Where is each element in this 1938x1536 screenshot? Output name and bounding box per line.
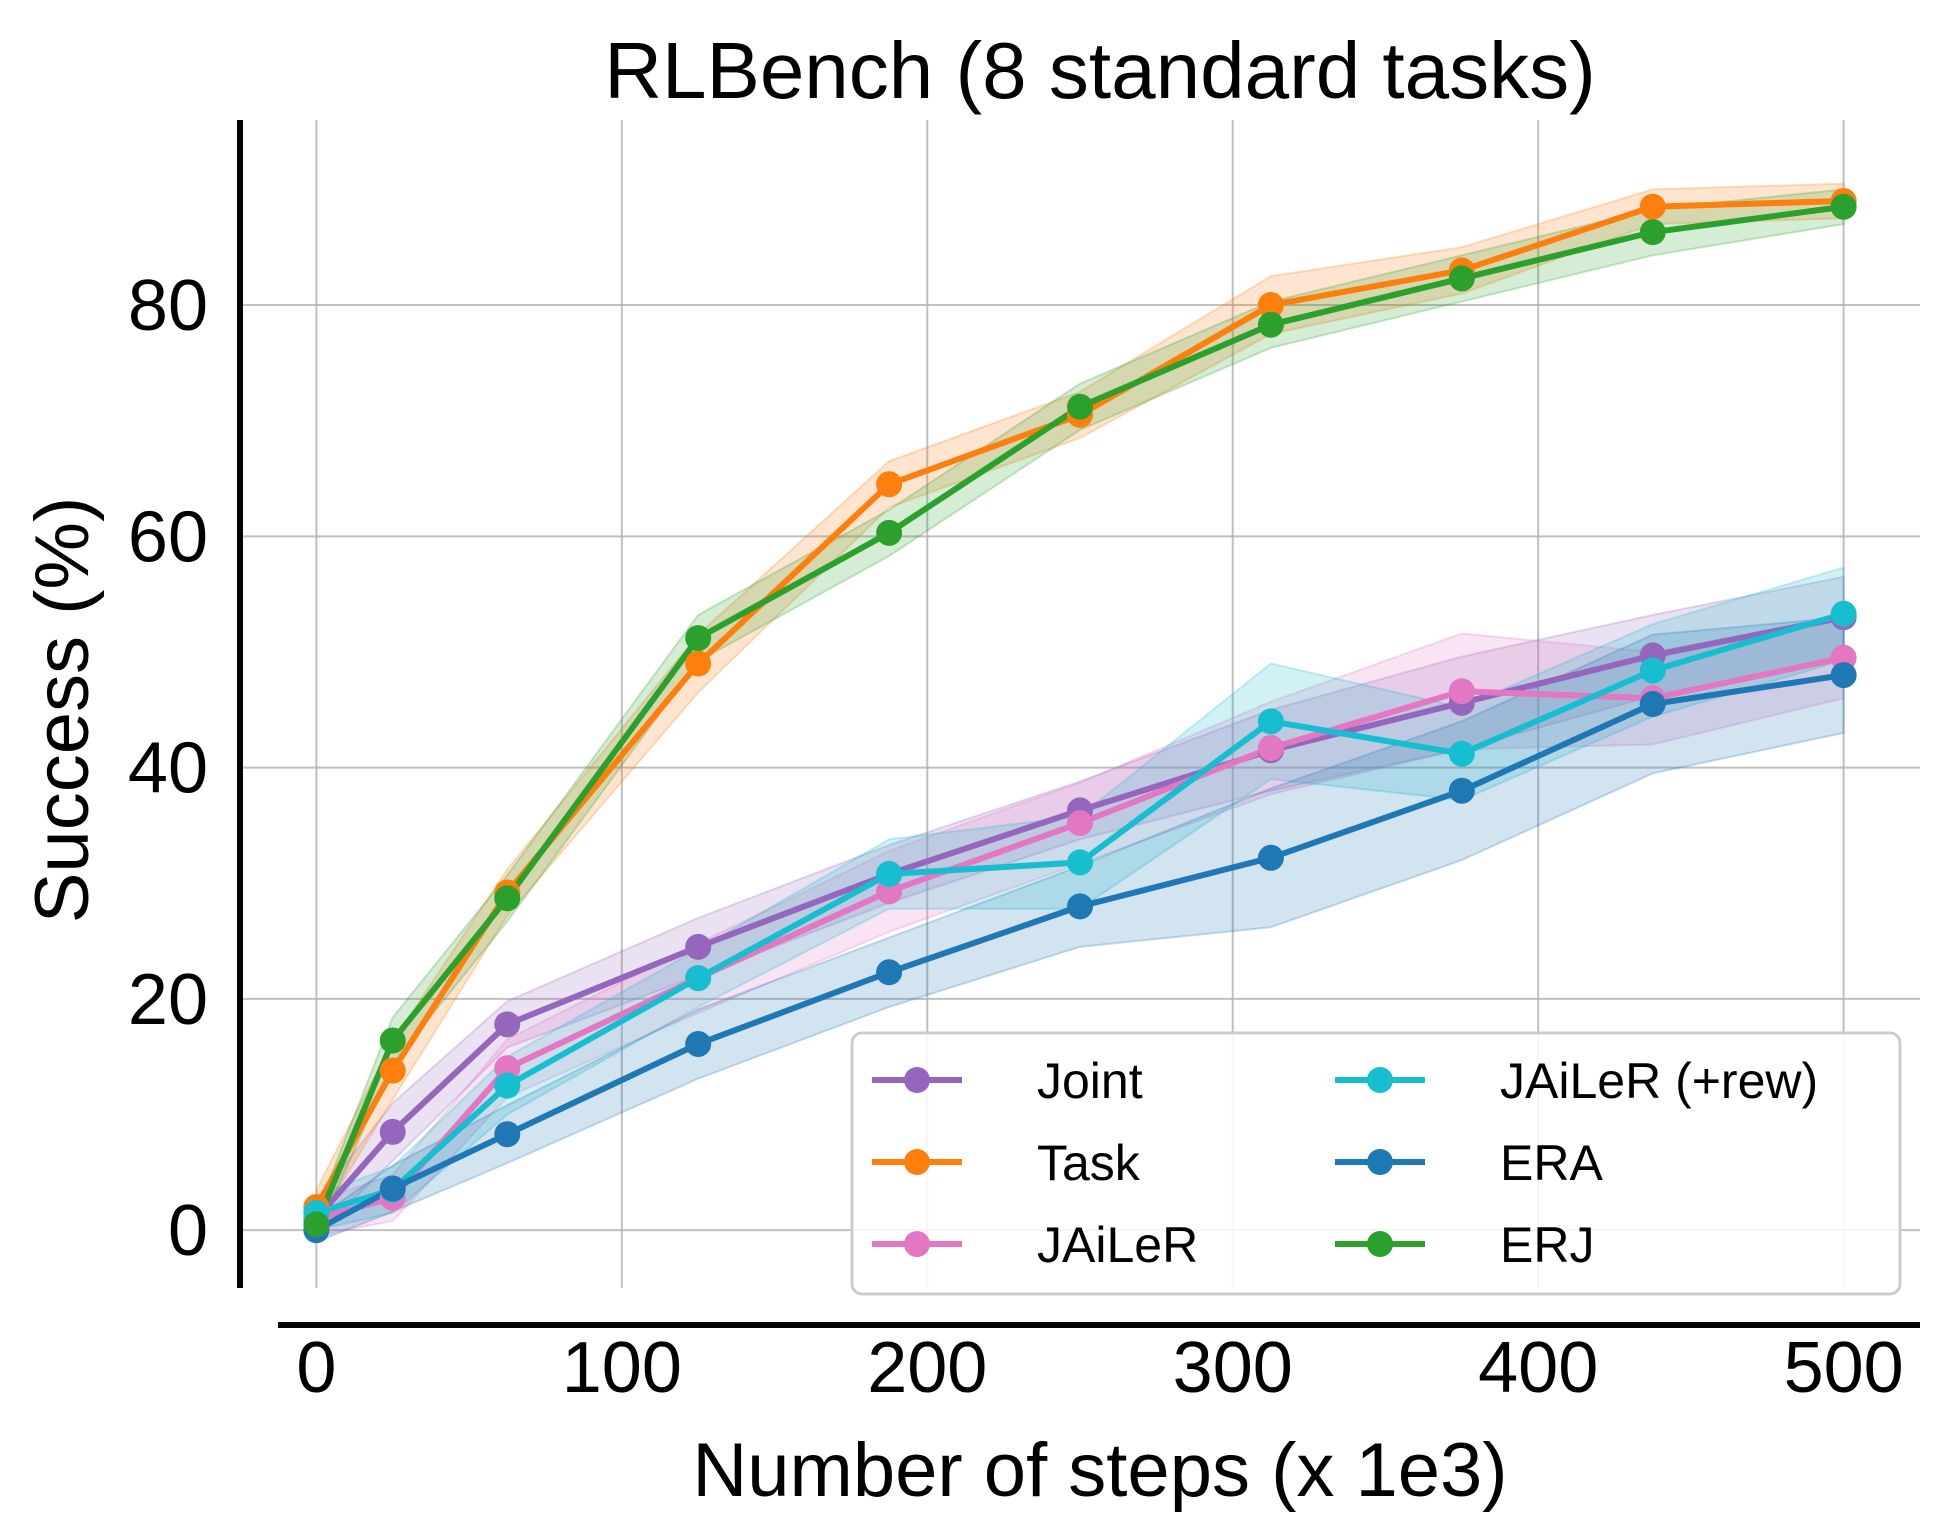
point-era [876, 959, 903, 986]
point-joint [494, 1011, 521, 1038]
series-lines [313, 197, 1845, 1233]
x-tick-label: 200 [867, 1328, 987, 1408]
legend-label-task: Task [1037, 1135, 1141, 1191]
legend-label-era: ERA [1500, 1135, 1603, 1191]
y-tick-label: 40 [128, 729, 208, 809]
point-era [1639, 691, 1666, 717]
point-erj [1448, 265, 1475, 292]
y-tick-label: 60 [128, 497, 208, 577]
point-jailer-rew [685, 965, 712, 992]
line-task [313, 197, 1844, 1209]
x-tick-label: 300 [1173, 1328, 1293, 1408]
x-tick-labels: 0 100 200 300 400 500 [296, 1328, 1903, 1408]
y-axis-label: Success (%) [20, 497, 105, 924]
point-erj [494, 885, 521, 912]
point-task [685, 650, 712, 677]
legend-label-jailer-rew: JAiLeR (+rew) [1500, 1053, 1818, 1109]
legend-marker-jailer [904, 1231, 930, 1257]
x-tick-label: 400 [1478, 1328, 1598, 1408]
y-tick-label: 0 [168, 1191, 208, 1271]
point-era [1448, 777, 1475, 804]
point-jailer-rew [1639, 657, 1666, 684]
x-tick-label: 500 [1784, 1328, 1904, 1408]
line-jailer [315, 654, 1845, 1222]
x-tick-label: 0 [296, 1328, 336, 1408]
point-erj [303, 1211, 330, 1238]
point-jailer-rew [1448, 740, 1475, 767]
point-erj [685, 625, 712, 652]
legend-marker-era [1367, 1149, 1393, 1175]
grid-lines [240, 120, 1920, 1288]
line-joint [314, 614, 1845, 1221]
point-jailer-rew [1257, 708, 1284, 735]
legend-marker-jailer-rew [1367, 1067, 1393, 1093]
point-task [876, 471, 903, 498]
x-tick-label: 100 [562, 1328, 682, 1408]
point-jailer-rew [1830, 600, 1857, 627]
band-jailer [315, 616, 1845, 1238]
y-tick-labels: 0 20 40 60 80 [128, 266, 208, 1271]
point-joint [685, 933, 712, 960]
x-axis-label: Number of steps (x 1e3) [692, 1428, 1507, 1513]
band-era [315, 616, 1845, 1244]
legend-label-erj: ERJ [1500, 1217, 1594, 1273]
point-joint [379, 1118, 406, 1145]
point-era [494, 1121, 521, 1148]
legend-label-jailer: JAiLeR [1037, 1217, 1198, 1273]
point-era [379, 1175, 406, 1202]
point-erj [1639, 219, 1666, 246]
point-erj [1830, 193, 1857, 220]
point-jailer-rew [1067, 849, 1093, 876]
point-jailer [1067, 810, 1093, 837]
line-jailer-rew [315, 610, 1845, 1216]
point-era [1830, 662, 1857, 689]
legend: Joint Task JAiLeR JAiLeR (+rew) ERA ERJ [850, 1031, 1902, 1296]
series-markers [303, 187, 1857, 1244]
point-erj [876, 519, 903, 546]
point-erj [379, 1027, 406, 1054]
point-era [685, 1030, 712, 1057]
chart-title: RLBench (8 standard tasks) [604, 26, 1596, 115]
legend-marker-erj [1367, 1231, 1393, 1257]
legend-marker-task [904, 1149, 930, 1175]
legend-marker-joint [904, 1067, 930, 1093]
point-erj [1257, 311, 1284, 338]
legend-label-joint: Joint [1037, 1053, 1143, 1109]
y-tick-label: 80 [128, 266, 208, 346]
point-jailer [1257, 734, 1284, 761]
point-jailer-rew [494, 1072, 521, 1099]
point-jailer-rew [876, 860, 903, 887]
point-era [1067, 893, 1093, 920]
point-era [1257, 844, 1284, 871]
point-task [1257, 292, 1284, 319]
line-erj [313, 203, 1845, 1226]
y-tick-label: 20 [128, 960, 208, 1040]
point-task [379, 1057, 406, 1084]
point-erj [1067, 393, 1093, 420]
point-task [1639, 193, 1666, 220]
line-era [314, 672, 1845, 1233]
point-jailer [1448, 678, 1475, 705]
